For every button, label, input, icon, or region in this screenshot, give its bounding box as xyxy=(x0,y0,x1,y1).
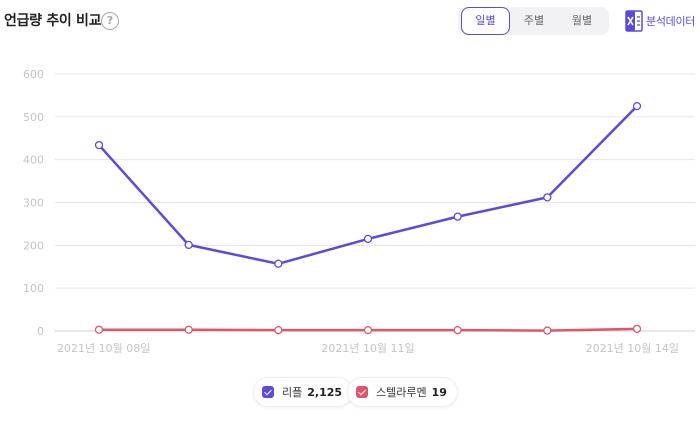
data-point[interactable] xyxy=(363,325,373,335)
data-point[interactable] xyxy=(632,101,642,111)
legend-series-name: 스텔라루멘 xyxy=(376,386,427,399)
chart-header: 언급량 추이 비교 ? 일별 주별 월별 분석데이터 xyxy=(0,0,700,44)
y-tick-label: 600 xyxy=(23,68,44,81)
x-tick-label: 2021년 10월 08일 xyxy=(57,341,150,355)
legend-series-total: 19 xyxy=(431,385,447,399)
y-tick-label: 300 xyxy=(23,197,44,210)
data-point[interactable] xyxy=(543,326,552,335)
data-point[interactable] xyxy=(543,193,552,202)
period-weekly-button[interactable]: 주별 xyxy=(523,14,545,27)
help-icon[interactable]: ? xyxy=(101,12,119,30)
y-tick-label: 0 xyxy=(37,325,44,338)
legend-item-series-2[interactable]: 스텔라루멘 19 xyxy=(347,377,458,407)
chart-title: 언급량 추이 비교 xyxy=(4,13,102,29)
legend-series-total: 2,125 xyxy=(307,385,343,399)
y-tick-label: 200 xyxy=(23,239,44,252)
data-point[interactable] xyxy=(94,325,104,334)
checkbox-icon xyxy=(262,386,274,398)
legend-series-name: 리플 xyxy=(282,386,303,399)
period-monthly-button[interactable]: 월별 xyxy=(571,14,593,27)
checkbox-icon xyxy=(356,386,368,398)
data-point[interactable] xyxy=(274,259,283,268)
period-toggle: 일별 주별 월별 xyxy=(458,7,609,35)
data-point[interactable] xyxy=(453,325,462,335)
data-point[interactable] xyxy=(632,324,642,334)
data-point[interactable] xyxy=(274,325,283,335)
data-point[interactable] xyxy=(184,240,193,250)
legend-item-series-1[interactable]: 리플 2,125 xyxy=(253,377,354,407)
excel-icon xyxy=(625,10,643,32)
x-tick-label: 2021년 10월 14일 xyxy=(586,341,679,355)
chart-legend: 리플 2,125 스텔라루멘 19 xyxy=(0,377,700,407)
y-tick-label: 100 xyxy=(23,282,44,295)
data-point[interactable] xyxy=(453,212,462,221)
x-tick-label: 2021년 10월 11일 xyxy=(321,341,414,355)
data-point[interactable] xyxy=(94,140,104,150)
period-daily-button[interactable]: 일별 xyxy=(461,7,510,35)
data-point[interactable] xyxy=(363,234,373,244)
line-chart: 600 500 400 300 200 100 0 2021년 10월 08일 2021년 1… xyxy=(23,68,695,355)
y-tick-label: 400 xyxy=(23,154,44,167)
y-tick-label: 500 xyxy=(23,111,44,124)
data-point[interactable] xyxy=(184,325,193,334)
analysis-data-label: 분석데이터 xyxy=(646,15,696,28)
analysis-data-button[interactable]: 분석데이터 xyxy=(625,9,695,33)
